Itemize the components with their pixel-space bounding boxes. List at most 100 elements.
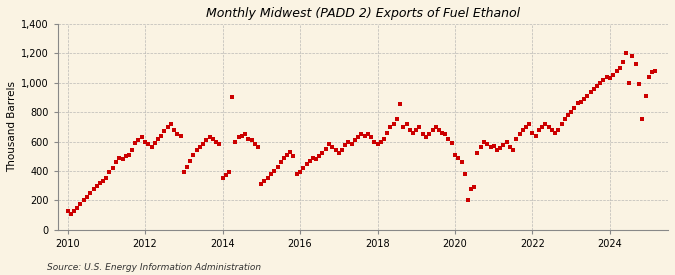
Point — [498, 143, 509, 147]
Point — [647, 70, 657, 75]
Point — [424, 132, 435, 136]
Point — [285, 150, 296, 154]
Point — [149, 141, 160, 145]
Point — [133, 138, 144, 142]
Point — [527, 131, 538, 135]
Point — [634, 82, 645, 86]
Point — [446, 141, 457, 145]
Text: Source: U.S. Energy Information Administration: Source: U.S. Energy Information Administ… — [47, 263, 261, 272]
Point — [211, 139, 221, 144]
Point — [111, 160, 122, 164]
Point — [466, 186, 477, 191]
Point — [379, 136, 389, 141]
Point — [572, 101, 583, 106]
Point — [230, 139, 241, 144]
Point — [611, 69, 622, 73]
Point — [236, 133, 247, 138]
Point — [433, 128, 444, 132]
Point — [485, 145, 496, 150]
Point — [398, 125, 409, 129]
Point — [188, 153, 199, 157]
Point — [223, 169, 234, 174]
Point — [75, 202, 86, 206]
Point — [113, 156, 124, 160]
Point — [479, 139, 489, 144]
Point — [450, 153, 460, 157]
Point — [437, 131, 448, 135]
Point — [595, 81, 605, 85]
Point — [198, 142, 209, 147]
Point — [169, 128, 180, 132]
Point — [640, 94, 651, 98]
Point — [95, 180, 105, 185]
Point — [614, 66, 625, 70]
Point — [414, 125, 425, 129]
Point — [311, 157, 322, 161]
Point — [321, 147, 331, 151]
Point — [256, 182, 267, 186]
Point — [356, 132, 367, 136]
Point — [165, 122, 176, 126]
Point — [88, 186, 99, 191]
Point — [453, 156, 464, 160]
Point — [317, 151, 328, 155]
Point — [540, 122, 551, 126]
Point — [156, 133, 167, 138]
Point — [491, 147, 502, 152]
Point — [178, 170, 189, 175]
Point — [488, 144, 499, 148]
Point — [91, 183, 102, 188]
Point — [336, 147, 347, 152]
Point — [537, 125, 547, 129]
Point — [524, 122, 535, 126]
Point — [136, 135, 147, 139]
Point — [643, 75, 654, 79]
Point — [333, 151, 344, 155]
Point — [585, 89, 596, 94]
Point — [234, 135, 244, 139]
Point — [401, 122, 412, 126]
Point — [194, 145, 205, 150]
Point — [191, 148, 202, 153]
Point — [243, 136, 254, 141]
Point — [217, 176, 228, 180]
Point — [618, 60, 628, 64]
Point — [140, 139, 151, 144]
Point — [650, 69, 661, 73]
Point — [159, 129, 170, 133]
Point — [201, 138, 212, 142]
Point — [392, 117, 402, 122]
Point — [511, 136, 522, 141]
Point — [582, 94, 593, 98]
Point — [259, 179, 270, 183]
Point — [220, 173, 231, 178]
Point — [556, 122, 567, 126]
Point — [214, 142, 225, 147]
Point — [476, 145, 487, 150]
Point — [372, 142, 383, 147]
Point — [382, 131, 393, 135]
Point — [456, 160, 467, 164]
Point — [298, 166, 308, 170]
Point — [501, 139, 512, 144]
Point — [366, 135, 377, 139]
Title: Monthly Midwest (PADD 2) Exports of Fuel Ethanol: Monthly Midwest (PADD 2) Exports of Fuel… — [206, 7, 520, 20]
Point — [549, 131, 560, 135]
Point — [404, 128, 415, 132]
Point — [130, 141, 141, 145]
Point — [520, 125, 531, 129]
Point — [327, 145, 338, 150]
Point — [142, 142, 153, 147]
Point — [385, 125, 396, 129]
Point — [482, 142, 493, 147]
Point — [104, 170, 115, 175]
Point — [517, 128, 528, 132]
Point — [505, 145, 516, 150]
Point — [78, 198, 89, 203]
Point — [240, 132, 250, 136]
Point — [72, 206, 82, 211]
Point — [369, 139, 380, 144]
Point — [120, 154, 131, 158]
Point — [62, 208, 73, 213]
Point — [176, 133, 186, 138]
